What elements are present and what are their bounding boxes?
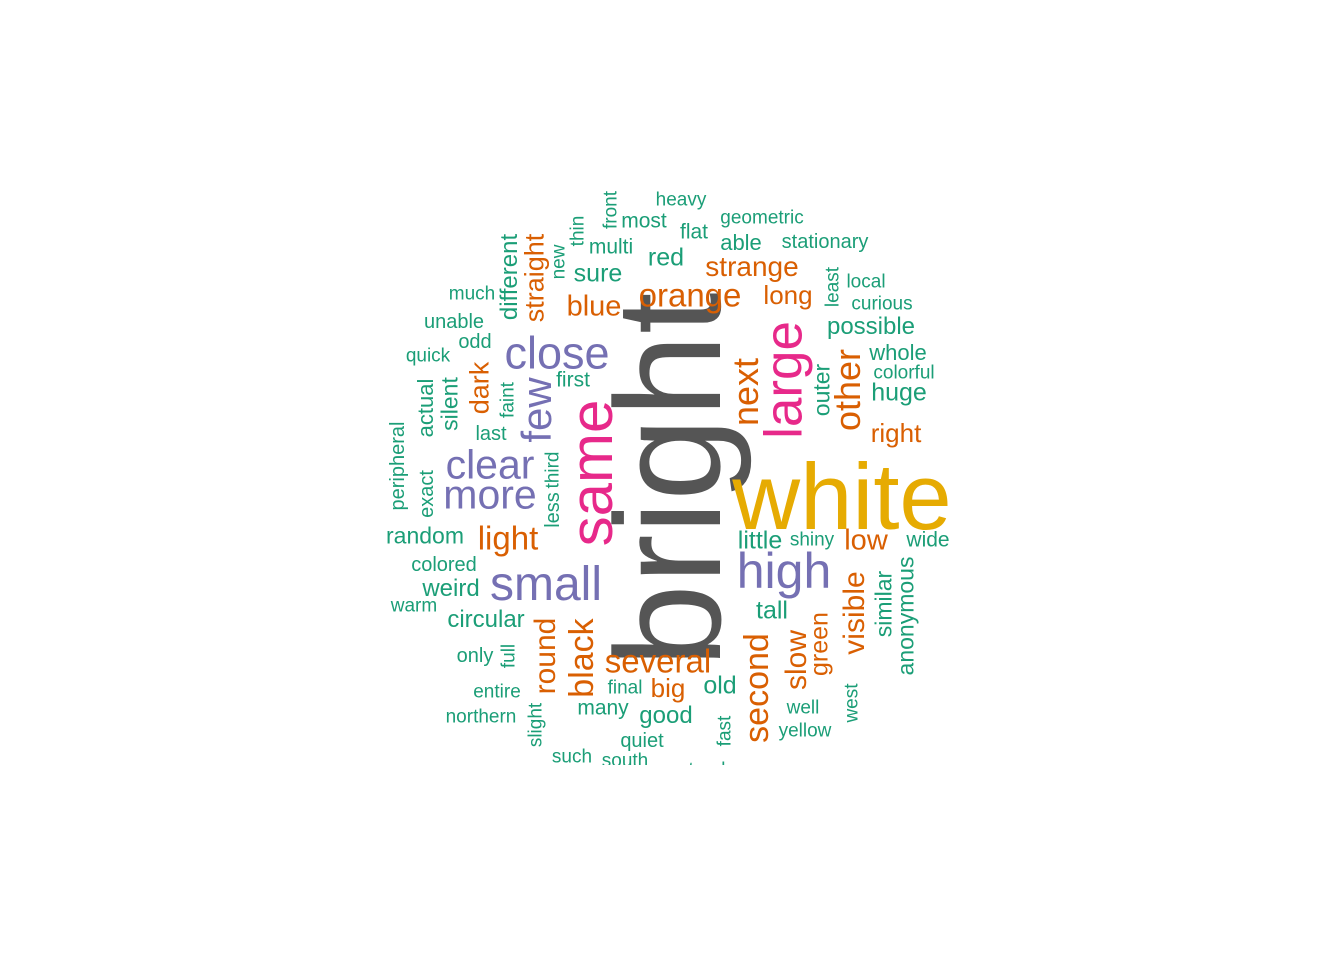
word-cloud-area: bright white same large high small close few cle… — [386, 189, 952, 766]
word-entire: entire — [473, 681, 521, 703]
word-final: final — [607, 677, 643, 699]
word-old: old — [703, 671, 737, 700]
word-light: light — [477, 519, 539, 557]
word-random: random — [386, 522, 464, 549]
word-low: low — [844, 524, 888, 557]
word-faint: faint — [497, 382, 519, 418]
word-first: first — [556, 368, 590, 392]
word-several: several — [604, 642, 712, 680]
word-unable: unable — [423, 311, 485, 333]
word-least: least — [822, 266, 844, 308]
word-weird: weird — [422, 575, 480, 602]
word-warm: warm — [390, 595, 438, 617]
word-same: same — [558, 399, 625, 547]
word-slight: slight — [525, 702, 547, 748]
word-long: long — [763, 280, 813, 310]
word-curious: curious — [851, 293, 913, 315]
word-flat: flat — [679, 220, 709, 244]
word-blue: blue — [566, 290, 622, 323]
word-red: red — [647, 243, 685, 272]
word-outer: outer — [808, 363, 835, 417]
word-strange: strange — [705, 251, 799, 282]
word-many: many — [577, 696, 629, 720]
word-small: small — [489, 558, 603, 611]
word-only: only — [456, 645, 494, 667]
word-white: white — [732, 444, 952, 549]
word-silent: silent — [436, 377, 463, 431]
word-black: black — [563, 618, 601, 698]
word-such: such — [551, 746, 593, 766]
word-south: south — [601, 750, 649, 766]
word-little: little — [737, 526, 783, 555]
word-full: full — [498, 643, 520, 669]
word-able: able — [720, 230, 762, 255]
word-more: more — [443, 471, 537, 518]
word-right: right — [870, 418, 922, 448]
word-colored: colored — [411, 554, 477, 576]
word-second: second — [738, 633, 776, 743]
word-straight: straight — [519, 233, 550, 323]
word-well: well — [786, 697, 820, 719]
word-different: different — [496, 233, 523, 321]
word-third: third — [542, 451, 564, 489]
word-green: green — [805, 612, 834, 676]
word-local: local — [846, 271, 886, 293]
word-peripheral: peripheral — [387, 421, 409, 511]
word-much: much — [448, 283, 496, 305]
word-geometric: geometric — [720, 207, 804, 229]
word-stationary: stationary — [781, 231, 869, 253]
word-front: front — [600, 190, 622, 230]
word-other: other — [827, 348, 868, 432]
word-visible: visible — [838, 571, 871, 655]
word-colorful: colorful — [873, 362, 935, 384]
word-dark: dark — [464, 361, 495, 415]
word-heavy: heavy — [655, 189, 707, 211]
word-high: high — [736, 543, 832, 599]
word-few: few — [513, 377, 560, 443]
word-northern: northern — [445, 706, 517, 728]
word-clear: clear — [445, 441, 535, 488]
word-big: big — [650, 673, 686, 703]
word-steady: steady — [679, 761, 735, 766]
word-possible: possible — [826, 313, 916, 340]
word-anonymous: anonymous — [892, 556, 919, 676]
word-new: new — [548, 244, 570, 280]
word-yellow: yellow — [778, 720, 832, 742]
word-round: round — [529, 617, 562, 695]
word-shiny: shiny — [789, 529, 835, 551]
word-odd: odd — [458, 331, 492, 353]
word-close: close — [504, 327, 610, 379]
word-sure: sure — [573, 259, 623, 288]
word-wide: wide — [906, 528, 950, 552]
word-exact: exact — [416, 470, 438, 518]
word-most: most — [621, 209, 667, 233]
word-fast: fast — [714, 715, 736, 747]
word-thin: thin — [567, 215, 589, 247]
word-huge: huge — [871, 378, 927, 407]
word-last: last — [475, 423, 507, 445]
word-next: next — [725, 357, 766, 427]
word-actual: actual — [413, 378, 438, 438]
word-good: good — [639, 702, 693, 729]
word-multi: multi — [588, 235, 634, 259]
word-quick: quick — [405, 345, 451, 367]
word-less: less — [542, 492, 564, 528]
word-circular: circular — [447, 606, 525, 633]
word-tall: tall — [756, 596, 788, 625]
word-quiet: quiet — [620, 730, 664, 752]
word-west: west — [841, 683, 863, 723]
word-orange: orange — [638, 276, 742, 314]
word-whole: whole — [869, 340, 927, 365]
